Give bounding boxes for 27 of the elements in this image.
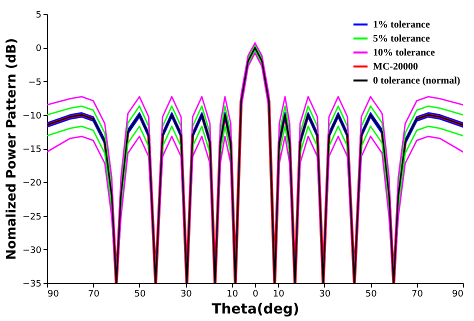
y-tick-label: −15 — [22, 145, 42, 155]
legend-label: 10% tolerance — [373, 48, 436, 58]
legend-label: 0 tolerance (normal) — [373, 76, 460, 86]
y-tick-label: −10 — [22, 111, 42, 122]
x-tick-label: 0 — [252, 290, 259, 300]
x-tick-label: 90 — [48, 290, 60, 300]
x-tick-label: 10 — [272, 290, 285, 300]
x-tick-label: 70 — [412, 290, 424, 300]
legend-label: 5% tolerance — [373, 34, 430, 44]
y-tick-label: −5 — [28, 78, 42, 88]
x-tick-label: 90 — [452, 290, 464, 300]
y-tick-label: −35 — [22, 280, 42, 290]
x-tick-label: 50 — [134, 290, 146, 300]
x-tick-label: 50 — [365, 290, 378, 300]
y-tick-label: −30 — [22, 246, 42, 256]
x-tick-label: 70 — [88, 290, 100, 300]
x-tick-label: 30 — [180, 290, 192, 300]
legend-label: MC-20000 — [373, 62, 418, 72]
legend-label: 1% tolerance — [373, 20, 430, 30]
x-axis-title: Theta(deg) — [212, 302, 300, 318]
x-tick-label: 10 — [226, 290, 238, 300]
y-tick-label: 0 — [36, 44, 42, 54]
y-axis-title: Nomalized Power Pattern (dB) — [4, 38, 20, 260]
y-tick-label: −20 — [22, 178, 42, 189]
x-tick-label: 30 — [319, 290, 331, 300]
y-tick-label: −25 — [22, 212, 42, 222]
y-tick-label: 5 — [36, 10, 42, 20]
